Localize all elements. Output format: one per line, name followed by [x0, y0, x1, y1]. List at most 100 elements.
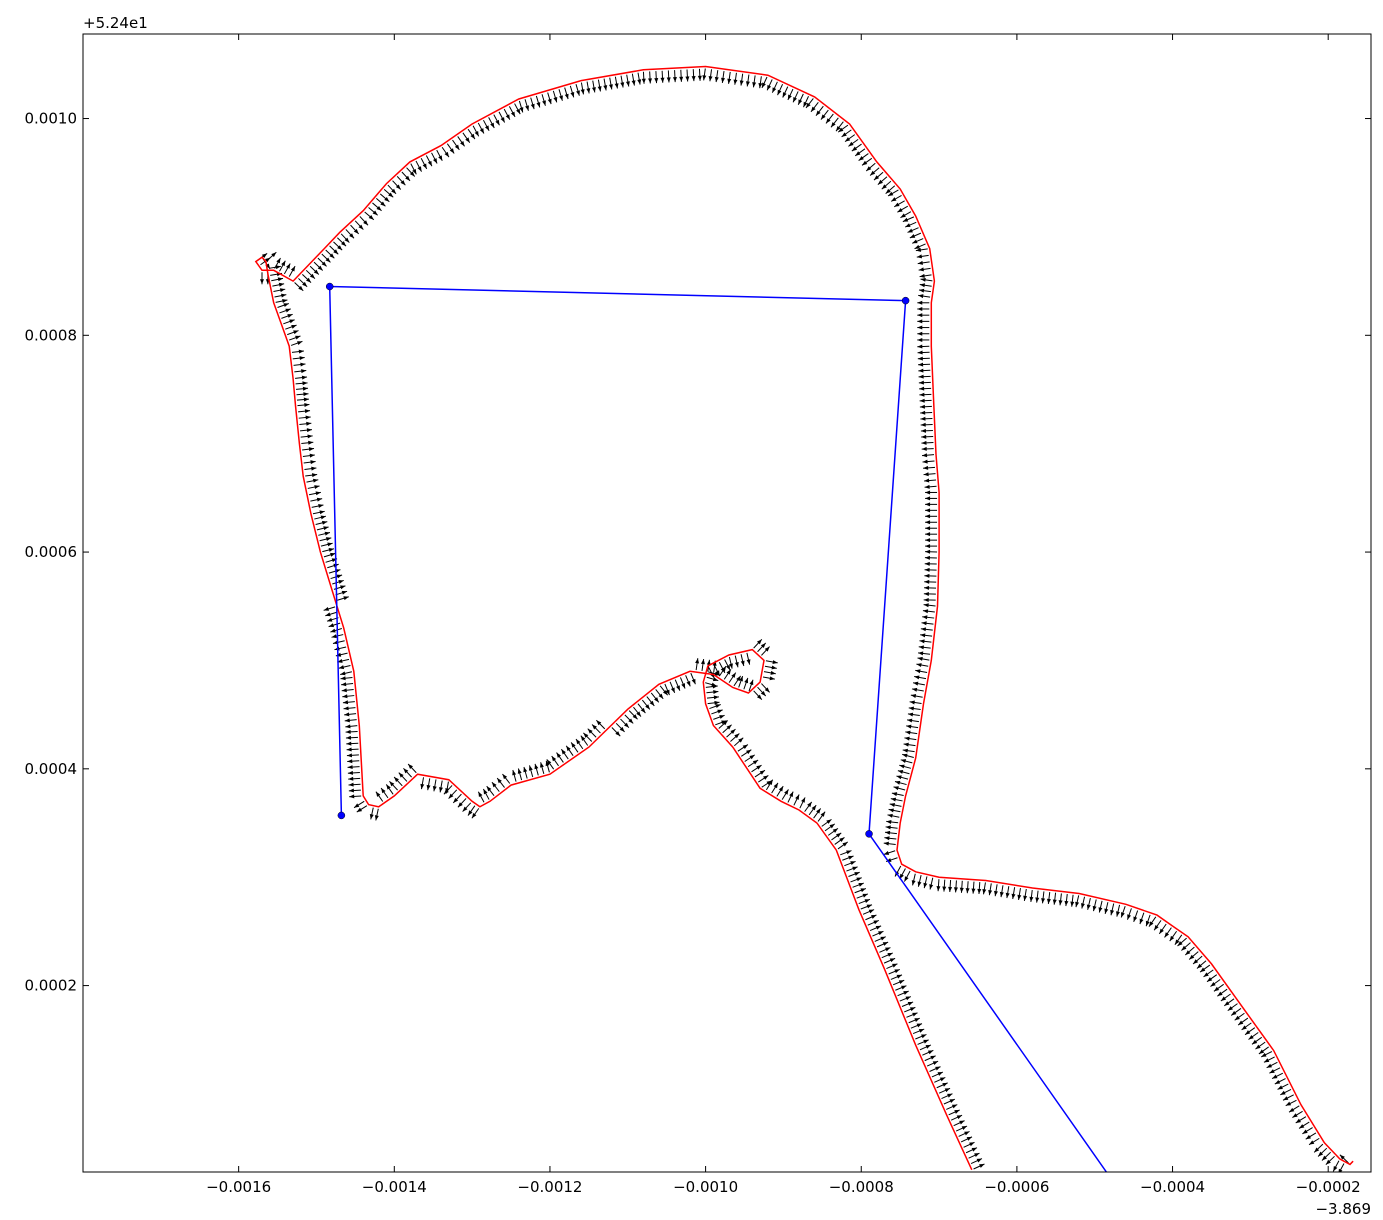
vector-arrow-head: [286, 263, 291, 269]
vector-arrow-head: [376, 205, 382, 211]
vector-arrow-head: [923, 472, 929, 477]
vector-arrow-head: [1261, 1052, 1267, 1057]
vector-arrow-head: [912, 239, 918, 244]
vector-arrow-head: [925, 532, 931, 537]
vector-arrow-head: [811, 805, 817, 811]
vector-arrow-head: [702, 75, 707, 81]
vector-arrow-head: [714, 76, 719, 83]
vector-arrow-head: [905, 996, 911, 1001]
vector-arrow-head: [805, 102, 811, 108]
vector-arrow-head: [733, 79, 738, 85]
vector-arrow-head: [1092, 905, 1097, 912]
vector-arrow-head: [422, 163, 427, 169]
vector-arrow-head: [923, 597, 929, 602]
vector-arrow-head: [715, 704, 721, 709]
vector-arrow-head: [471, 812, 477, 819]
vector-arrow-head: [999, 891, 1004, 898]
vector-arrow-head: [894, 202, 900, 207]
vector-arrow-head: [736, 675, 741, 682]
vector-arrow-head: [901, 985, 907, 990]
vector-arrow-head: [924, 484, 930, 489]
vector-arrow-head: [325, 257, 331, 263]
vector-arrow-head: [545, 760, 550, 767]
vector-arrow-head: [836, 832, 842, 838]
vector-arrow-head: [353, 228, 359, 234]
vector-arrow-head: [398, 772, 404, 778]
vector-arrow-head: [1200, 967, 1206, 973]
vector-arrow-head: [623, 722, 629, 728]
vector-arrow-head: [575, 739, 581, 745]
vector-arrow-head: [789, 791, 794, 797]
vector-arrow-head: [583, 732, 589, 738]
vector-arrow-head: [301, 369, 307, 374]
vector-arrow-head: [316, 497, 323, 502]
vector-arrow-head: [340, 585, 346, 590]
y-tick-label: 0.0008: [25, 326, 78, 344]
vector-arrow-head: [641, 78, 646, 84]
vector-arrow-head: [890, 797, 897, 802]
vector-arrow-head: [302, 281, 308, 287]
vector-arrow-head: [1148, 921, 1154, 927]
vector-arrow-head: [769, 676, 775, 681]
vector-arrow-head: [580, 735, 586, 741]
vector-arrow-head: [746, 659, 751, 665]
vector-arrow-head: [880, 936, 886, 941]
vector-arrow-head: [460, 141, 465, 147]
vector-arrow-head: [729, 663, 733, 669]
vector-arrow-head: [323, 606, 330, 611]
vector-arrow-head: [898, 980, 905, 985]
vector-arrow-head: [914, 1018, 920, 1022]
vector-arrow-head: [801, 797, 806, 803]
vector-arrow-head: [1217, 991, 1223, 997]
vector-arrow-head: [918, 368, 924, 373]
contour-line: [254, 65, 1354, 1171]
vector-arrow-head: [897, 207, 903, 213]
vector-arrow-head: [344, 237, 350, 243]
vector-arrow-head: [947, 1093, 953, 1098]
vector-arrow-head: [468, 810, 473, 816]
vector-arrow-head: [1046, 898, 1051, 904]
vector-arrow-head: [917, 350, 923, 355]
vector-arrow-head: [628, 718, 634, 724]
vector-arrow-head: [866, 904, 873, 909]
vector-arrow-head: [625, 81, 630, 87]
vector-arrow-head: [920, 627, 927, 632]
vector-arrow-head: [417, 166, 422, 172]
vector-arrow-head: [570, 92, 575, 98]
vector-arrow-head: [854, 872, 860, 876]
vector-arrow-head: [1333, 1165, 1338, 1172]
vector-arrow-head: [649, 700, 655, 706]
vector-arrow-head: [1181, 945, 1187, 951]
vector-arrow-head: [764, 687, 770, 693]
vector-arrow-head: [787, 94, 792, 100]
vector-arrow-head: [920, 410, 926, 415]
vector-arrow-head: [648, 78, 653, 84]
vector-arrow-head: [923, 465, 929, 470]
vector-arrow-head: [924, 585, 930, 590]
vector-arrow-head: [561, 749, 566, 755]
vector-arrow-head: [948, 886, 953, 892]
vector-arrow-head: [566, 745, 571, 752]
vector-arrow-head: [478, 791, 483, 798]
vector-arrow-head: [909, 1007, 916, 1012]
vector-arrow-head: [375, 791, 381, 797]
vector-arrow-head: [922, 615, 928, 620]
vector-arrow-head: [919, 392, 925, 397]
vector-arrow-head: [734, 661, 739, 668]
vector-arrow-head: [287, 314, 293, 318]
vector-arrow-head: [838, 127, 844, 133]
vector-arrow-head: [745, 81, 750, 87]
vector-arrow-head: [298, 349, 304, 354]
vector-arrow-head: [331, 634, 337, 639]
vector-arrow-head: [691, 678, 696, 685]
skeleton-marker: [337, 811, 346, 820]
vector-arrow-head: [1041, 898, 1046, 904]
vector-arrow-head: [877, 179, 883, 185]
vector-arrow-head: [907, 1001, 914, 1006]
vector-arrow-head: [540, 762, 544, 768]
vector-arrow-head: [486, 786, 492, 792]
vector-arrow-head: [852, 866, 858, 871]
vector-arrow-head: [686, 680, 691, 687]
vector-arrow-head: [559, 95, 563, 101]
vector-arrow-head: [330, 628, 336, 633]
